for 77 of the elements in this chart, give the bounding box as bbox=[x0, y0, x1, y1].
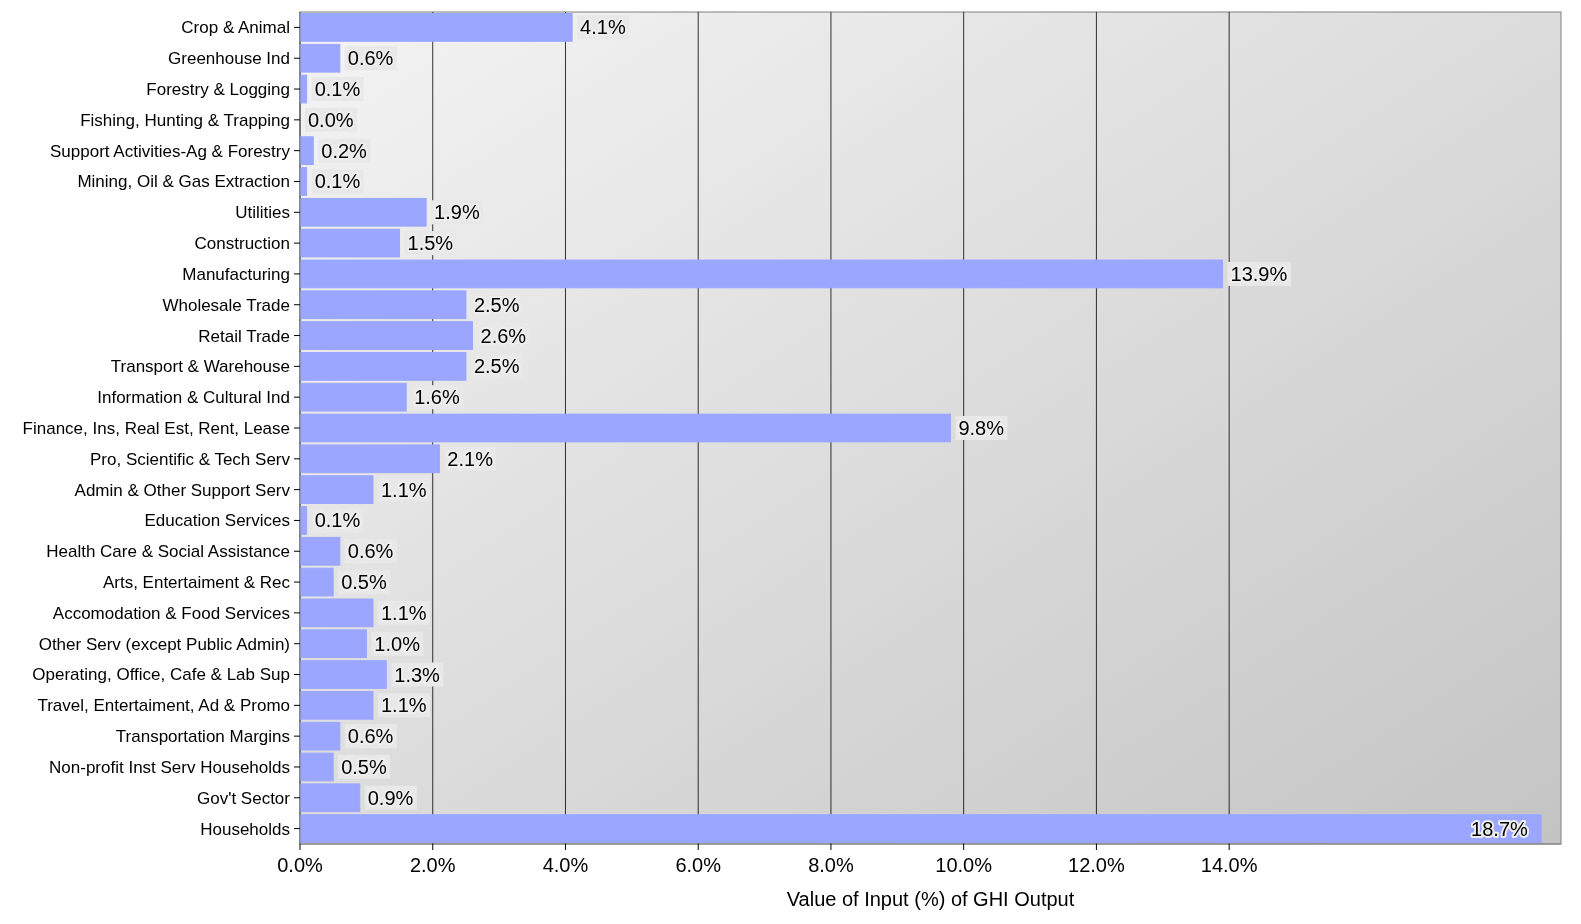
y-tick-label: Transport & Warehouse bbox=[110, 357, 290, 377]
y-tick-label: Utilities bbox=[235, 203, 290, 223]
bar bbox=[299, 783, 361, 813]
y-tick-label: Non-profit Inst Serv Households bbox=[49, 757, 290, 777]
data-label: 0.6% bbox=[347, 47, 394, 70]
data-label: 0.6% bbox=[347, 540, 394, 563]
y-tick-label: Admin & Other Support Serv bbox=[74, 480, 291, 500]
bar bbox=[299, 43, 341, 73]
y-tick-label: Other Serv (except Public Admin) bbox=[38, 634, 290, 654]
y-tick-label: Travel, Entertaiment, Ad & Promo bbox=[37, 696, 290, 716]
bar bbox=[299, 475, 374, 504]
data-label: 4.1% bbox=[580, 16, 626, 39]
y-tick-label: Crop & Animal bbox=[181, 18, 290, 38]
data-label: 0.0% bbox=[308, 108, 354, 131]
data-label: 1.1% bbox=[381, 478, 427, 501]
y-tick-label: Manufacturing bbox=[182, 264, 290, 284]
bar bbox=[299, 136, 314, 166]
bar bbox=[299, 660, 387, 689]
data-label: 1.1% bbox=[381, 694, 427, 717]
bar bbox=[299, 290, 467, 320]
data-label: 0.6% bbox=[347, 725, 394, 748]
data-label: 0.9% bbox=[367, 786, 414, 809]
x-tick-label: 0.0% bbox=[277, 854, 324, 876]
y-tick-label: Gov't Sector bbox=[196, 788, 291, 808]
y-tick-label: Support Activities-Ag & Forestry bbox=[50, 141, 291, 161]
y-tick-label: Fishing, Hunting & Trapping bbox=[80, 110, 290, 130]
x-tick-label: 10.0% bbox=[935, 854, 993, 876]
y-tick-label: Arts, Entertaiment & Rec bbox=[102, 573, 291, 593]
x-tick-label: 14.0% bbox=[1200, 854, 1258, 876]
y-tick-label: Wholesale Trade bbox=[162, 295, 290, 315]
y-tick-label: Forestry & Logging bbox=[146, 79, 290, 99]
data-label: 0.1% bbox=[314, 78, 361, 101]
bar bbox=[299, 197, 427, 227]
data-label: 2.5% bbox=[473, 293, 520, 316]
bar bbox=[299, 536, 341, 566]
data-label: 1.0% bbox=[374, 632, 421, 655]
x-tick-label: 8.0% bbox=[808, 854, 854, 876]
x-tick-label: 12.0% bbox=[1068, 854, 1125, 876]
data-label: 0.1% bbox=[314, 170, 361, 193]
y-tick-label: Pro, Scientific & Tech Serv bbox=[90, 449, 291, 469]
y-tick-label: Retail Trade bbox=[198, 326, 290, 346]
bar bbox=[299, 690, 374, 720]
bar bbox=[299, 321, 474, 350]
x-tick-label: 2.0% bbox=[409, 854, 456, 876]
y-tick-label: Construction bbox=[194, 234, 290, 254]
data-label: 0.5% bbox=[341, 755, 387, 778]
data-label: 1.3% bbox=[394, 663, 441, 686]
data-label: 9.8% bbox=[958, 417, 1005, 439]
data-label: 13.9% bbox=[1230, 262, 1288, 285]
data-label: 0.2% bbox=[321, 139, 368, 162]
data-label: 1.9% bbox=[434, 201, 480, 224]
data-label: 1.5% bbox=[407, 232, 454, 255]
bar bbox=[299, 13, 573, 42]
bar bbox=[299, 629, 367, 659]
bar bbox=[299, 814, 1542, 843]
y-tick-label: Finance, Ins, Real Est, Rent, Lease bbox=[22, 418, 290, 438]
y-tick-label: Households bbox=[200, 819, 290, 839]
y-tick-label: Operating, Office, Cafe & Lab Sup bbox=[32, 665, 290, 685]
data-label: 1.6% bbox=[414, 386, 460, 409]
y-tick-label: Accomodation & Food Services bbox=[52, 603, 290, 623]
y-tick-label: Information & Cultural Ind bbox=[97, 388, 290, 408]
data-label: 0.1% bbox=[314, 509, 361, 532]
data-label: 2.1% bbox=[447, 447, 494, 470]
x-axis-title: Value of Input (%) of GHI Output bbox=[786, 888, 1075, 910]
y-tick-label: Greenhouse Ind bbox=[168, 49, 290, 69]
y-tick-label: Education Services bbox=[144, 511, 290, 531]
y-tick-label: Mining, Oil & Gas Extraction bbox=[77, 172, 290, 192]
y-tick-label: Health Care & Social Assistance bbox=[46, 542, 290, 562]
data-label: 2.5% bbox=[473, 355, 520, 378]
y-tick-label: Transportation Margins bbox=[115, 727, 290, 747]
bar bbox=[299, 352, 467, 381]
x-tick-label: 6.0% bbox=[675, 854, 722, 876]
data-label: 2.6% bbox=[480, 324, 527, 347]
data-label: 0.5% bbox=[341, 571, 387, 594]
data-label: 1.1% bbox=[381, 601, 427, 624]
data-label: 18.7% bbox=[1471, 817, 1529, 840]
x-tick-label: 4.0% bbox=[542, 854, 589, 876]
